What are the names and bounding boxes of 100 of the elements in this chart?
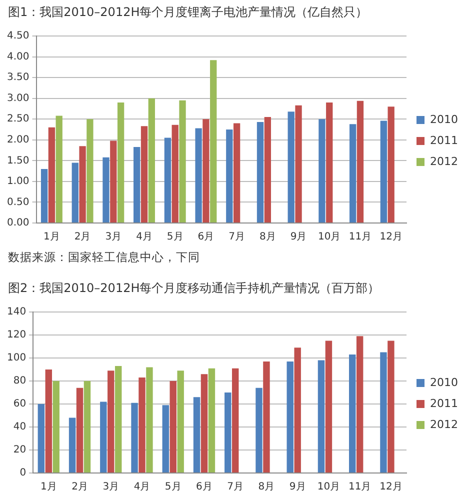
legend-label: 2011 — [430, 134, 458, 147]
x-tick-label: 1月 — [44, 232, 60, 243]
bar — [110, 140, 117, 222]
bar — [148, 98, 155, 222]
bar — [202, 119, 210, 222]
x-tick-label: 6月 — [198, 232, 214, 243]
x-tick-label: 1月 — [40, 482, 57, 493]
bar — [388, 340, 394, 472]
bar — [380, 120, 388, 222]
y-tick-label: 1.00 — [7, 176, 30, 188]
source-note: 数据来源：国家轻工信息中心，下同 — [7, 249, 201, 266]
bar — [100, 402, 107, 472]
x-tick-label: 6月 — [196, 482, 212, 493]
bar — [162, 405, 170, 472]
bar — [117, 102, 124, 222]
bar — [226, 130, 233, 222]
bar — [140, 126, 148, 222]
bar — [76, 388, 84, 472]
bar — [288, 112, 294, 222]
bar — [356, 100, 364, 222]
x-tick-label: 3月 — [102, 482, 120, 493]
x-tick-label: 2月 — [74, 232, 91, 243]
chart-title: 图1：我国2010–2012H每个月度锂离子电池产量情况（亿自然只） — [7, 4, 369, 21]
x-tick-label: 4月 — [134, 482, 150, 493]
bar — [380, 352, 387, 472]
bar — [45, 370, 52, 472]
bar — [232, 368, 239, 472]
bar — [131, 402, 138, 472]
bar — [295, 105, 302, 222]
legend-label: 2012 — [430, 418, 458, 431]
bar — [108, 370, 114, 472]
bar — [170, 381, 176, 472]
x-tick-label: 5月 — [164, 482, 182, 493]
y-tick-label: 4.50 — [7, 30, 30, 42]
bar — [349, 354, 356, 472]
x-tick-label: 2月 — [72, 482, 88, 493]
bar — [200, 374, 208, 472]
x-tick-label: 7月 — [228, 232, 245, 243]
bar — [286, 361, 294, 472]
legend-label: 2011 — [430, 396, 458, 410]
bar — [138, 378, 146, 472]
chart-title: 图2：我国2010–2012H每个月度移动通信手持机产量情况（百万部） — [7, 280, 381, 297]
bar — [193, 397, 200, 472]
bar — [164, 138, 172, 222]
bar — [349, 124, 356, 222]
bar — [210, 60, 217, 222]
bar — [86, 119, 94, 222]
bar — [79, 146, 86, 222]
y-tick-label: 120 — [6, 330, 26, 341]
legend-label: 2012 — [430, 154, 458, 168]
bar — [146, 367, 153, 472]
x-tick-label: 5月 — [166, 232, 184, 243]
bar — [172, 124, 178, 222]
x-tick-label: 3月 — [105, 232, 122, 243]
y-tick-label: 40 — [13, 422, 26, 433]
y-tick-label: 4.00 — [7, 51, 30, 62]
y-tick-label: 20 — [13, 444, 26, 456]
bar — [208, 368, 216, 472]
x-tick-label: 7月 — [227, 482, 244, 493]
y-tick-label: 60 — [13, 398, 26, 410]
y-tick-label: 3.50 — [7, 72, 30, 84]
bar — [52, 381, 60, 472]
bar — [256, 388, 262, 472]
bar — [326, 102, 333, 222]
bar — [40, 168, 48, 222]
x-tick-label: 8月 — [258, 482, 275, 493]
bar — [318, 119, 326, 222]
x-tick-label: 10月 — [318, 232, 341, 243]
bar — [72, 162, 78, 222]
bar — [114, 366, 122, 472]
y-tick-label: 0.00 — [7, 218, 30, 229]
x-tick-label: 12月 — [380, 482, 402, 493]
bar — [356, 336, 364, 472]
bar — [263, 361, 270, 472]
bar — [264, 117, 271, 222]
x-tick-label: 4月 — [136, 232, 152, 243]
legend-label: 2010 — [430, 376, 458, 389]
bar — [294, 348, 301, 472]
bar — [48, 127, 56, 222]
y-tick-label: 2.00 — [7, 134, 30, 146]
x-tick-label: 10月 — [317, 482, 340, 493]
bar — [56, 116, 62, 222]
x-tick-label: 9月 — [290, 232, 307, 243]
bar — [38, 404, 45, 472]
y-tick-label: 1.50 — [7, 155, 30, 166]
bar — [224, 392, 232, 472]
bar — [179, 100, 186, 222]
x-tick-label: 11月 — [348, 232, 372, 243]
y-tick-label: 0.50 — [7, 196, 30, 208]
bar — [195, 128, 202, 222]
bar — [318, 360, 325, 472]
bar — [325, 340, 332, 472]
y-tick-label: 80 — [13, 376, 26, 387]
y-tick-label: 3.00 — [7, 92, 30, 104]
x-tick-label: 9月 — [289, 482, 306, 493]
x-tick-label: 8月 — [259, 232, 276, 243]
bar — [388, 106, 394, 222]
bar — [177, 370, 184, 472]
y-tick-label: 140 — [6, 306, 26, 318]
y-tick-label: 100 — [6, 352, 26, 364]
